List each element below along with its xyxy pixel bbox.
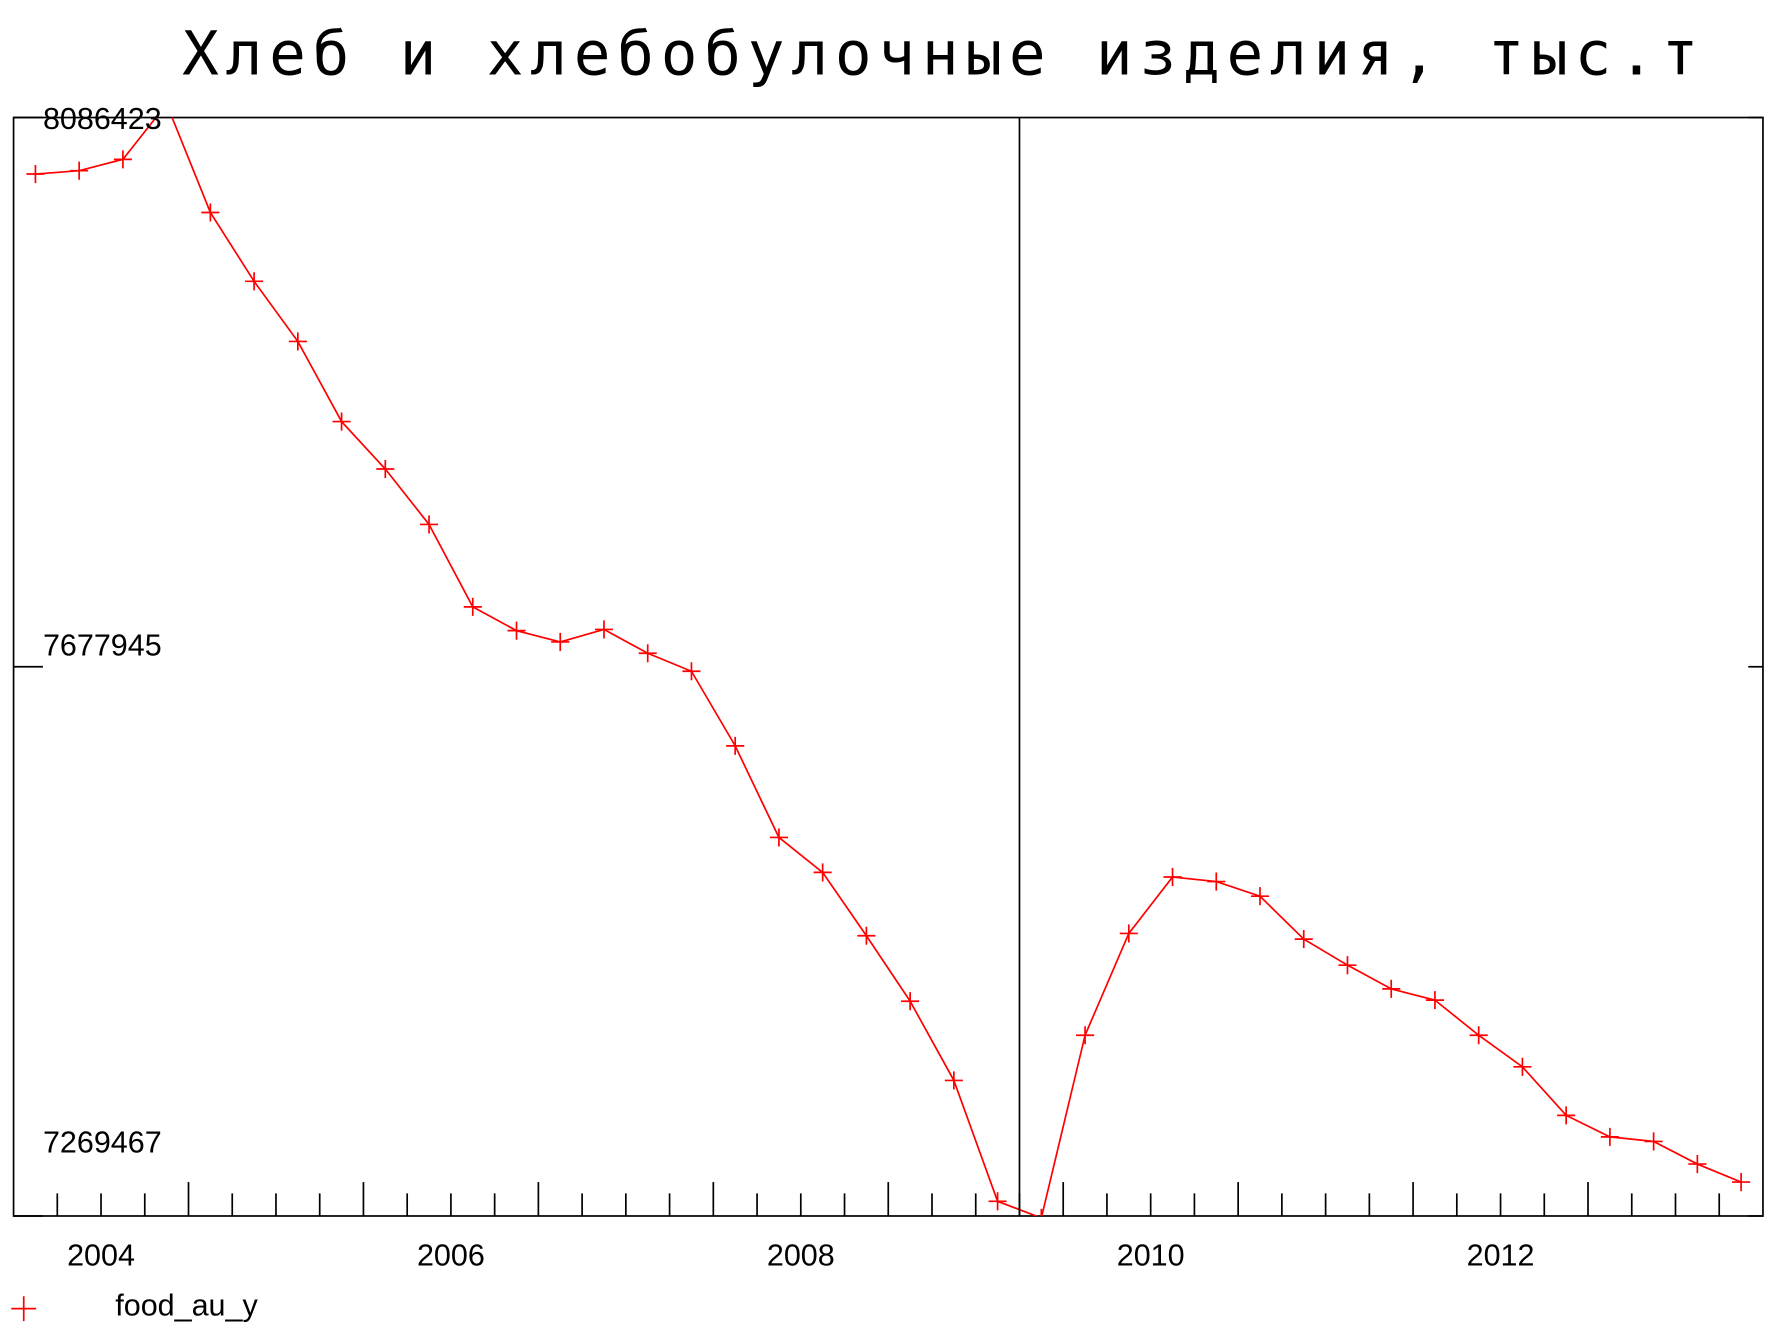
x-tick-label: 2004 <box>67 1239 135 1273</box>
point-marker <box>1557 1106 1576 1125</box>
point-marker <box>1382 979 1401 998</box>
point-marker <box>1338 956 1357 975</box>
point-marker <box>70 161 89 180</box>
point-marker <box>201 203 220 222</box>
point-marker <box>1469 1026 1488 1045</box>
point-marker <box>332 412 351 431</box>
point-marker <box>1600 1127 1619 1146</box>
point-marker <box>857 926 876 945</box>
point-marker <box>507 621 526 640</box>
point-marker <box>1513 1057 1532 1076</box>
point-marker <box>1040 1208 1043 1216</box>
point-marker <box>1732 1173 1751 1192</box>
point-marker <box>463 597 482 616</box>
point-marker <box>594 620 614 639</box>
point-marker <box>551 632 570 651</box>
point-marker <box>901 992 920 1011</box>
point-marker <box>944 1071 963 1090</box>
point-marker <box>376 459 395 479</box>
point-marker <box>813 863 832 882</box>
point-marker <box>769 828 788 847</box>
legend-label: food_au_y <box>115 1288 258 1322</box>
y-tick-label: 7269467 <box>43 1126 162 1160</box>
point-marker <box>113 150 132 169</box>
x-tick-label: 2012 <box>1467 1239 1535 1273</box>
point-marker <box>1294 930 1313 949</box>
y-tick-label: 7677945 <box>43 628 162 662</box>
x-tick-label: 2008 <box>767 1239 835 1273</box>
point-marker <box>1688 1155 1707 1174</box>
point-marker <box>682 662 701 681</box>
point-marker <box>420 515 439 534</box>
point-marker <box>288 332 307 351</box>
y-tick-label: 8086423 <box>43 102 162 136</box>
point-marker <box>245 272 264 291</box>
legend-marker <box>11 1296 37 1322</box>
series-line <box>35 117 1742 1216</box>
point-marker <box>1119 924 1138 943</box>
plot-area <box>26 117 1751 1216</box>
point-marker <box>726 736 745 755</box>
chart-title: Хлеб и хлебобулочные изделия, тыс.т <box>182 19 1705 90</box>
x-tick-label: 2010 <box>1117 1239 1185 1273</box>
point-marker <box>638 644 657 663</box>
point-marker <box>26 164 45 184</box>
point-marker <box>1425 991 1444 1010</box>
point-marker <box>1207 872 1226 891</box>
point-marker <box>1250 887 1270 906</box>
point-marker <box>1163 867 1182 887</box>
x-tick-label: 2006 <box>417 1239 485 1273</box>
point-marker <box>988 1192 1007 1211</box>
point-marker <box>1076 1026 1095 1045</box>
point-marker <box>1644 1132 1663 1151</box>
